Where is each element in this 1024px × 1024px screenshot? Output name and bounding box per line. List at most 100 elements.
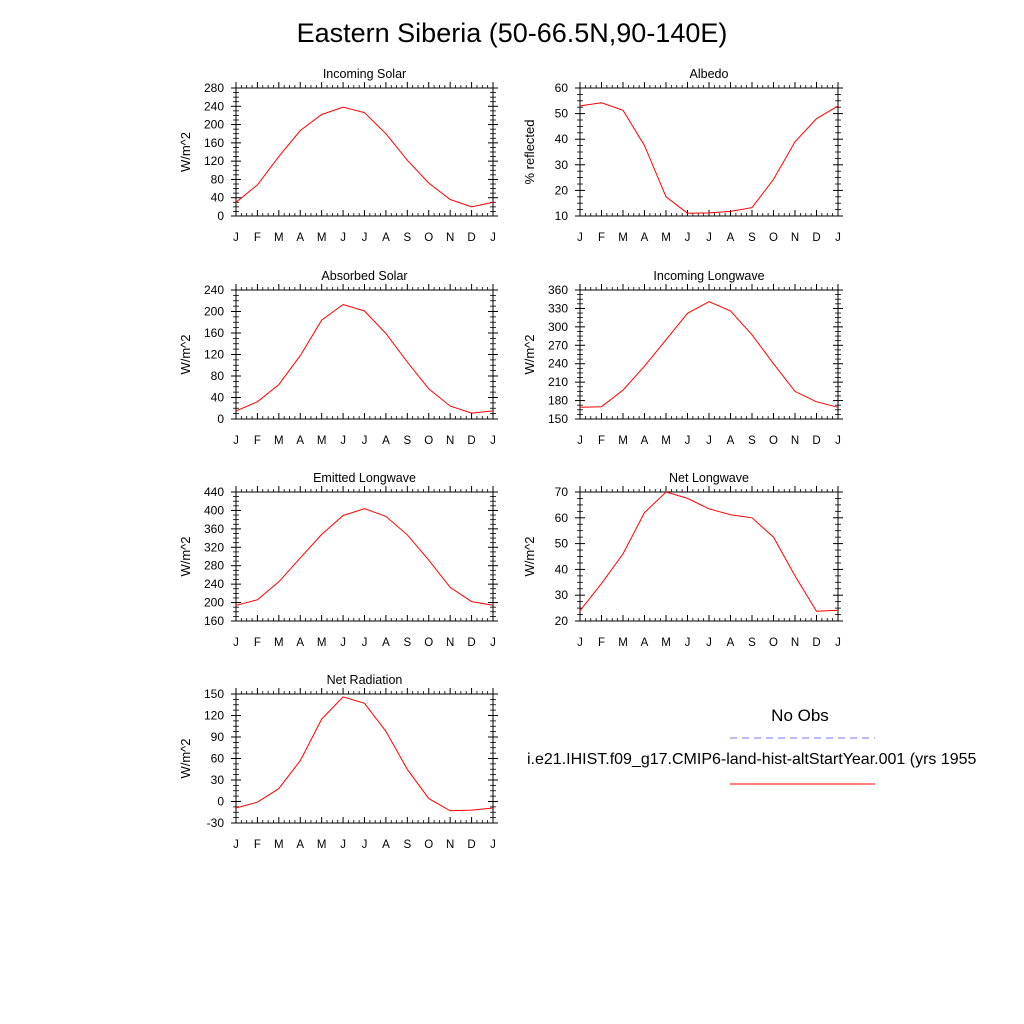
panel-title: Net Radiation — [327, 673, 403, 687]
x-tick-label: A — [727, 232, 735, 244]
x-tick-label: D — [812, 637, 820, 649]
x-tick-label: F — [254, 232, 261, 244]
y-tick-label: 150 — [548, 412, 568, 426]
y-tick-label: 120 — [204, 154, 224, 168]
panel-title: Emitted Longwave — [313, 471, 416, 485]
panel-4: J F M A M J J A S O N D J160200240280320360400440Emi… — [178, 471, 498, 649]
x-tick-label: A — [641, 637, 649, 649]
x-tick-label: J — [233, 637, 239, 649]
x-tick-label: J — [577, 435, 583, 447]
legend-model-label: i.e21.IHIST.f09_g17.CMIP6-land-hist-altS… — [527, 751, 977, 768]
y-tick-label: 200 — [204, 305, 224, 319]
x-tick-label: M — [274, 232, 284, 244]
y-tick-label: 240 — [204, 283, 224, 297]
x-tick-label: N — [446, 232, 454, 244]
x-tick-label: A — [296, 839, 304, 851]
x-tick-label: O — [424, 839, 433, 851]
y-tick-label: 0 — [217, 209, 224, 223]
x-tick-label: F — [254, 435, 261, 447]
y-tick-label: 400 — [204, 503, 224, 517]
x-tick-label: J — [835, 435, 841, 447]
series-line — [235, 696, 494, 812]
y-tick-label: 180 — [548, 394, 568, 408]
x-tick-label: J — [233, 435, 239, 447]
y-tick-label: 80 — [211, 369, 225, 383]
plot-frame — [235, 289, 494, 420]
x-tick-label: O — [424, 435, 433, 447]
y-tick-label: 30 — [555, 588, 569, 602]
y-axis-label: W/m^2 — [522, 536, 537, 576]
x-tick-label: A — [382, 637, 390, 649]
y-tick-label: 70 — [555, 485, 569, 499]
y-tick-label: 360 — [204, 522, 224, 536]
x-tick-label: O — [769, 232, 778, 244]
x-tick-label: D — [467, 435, 475, 447]
panel-title: Incoming Solar — [323, 67, 406, 81]
x-tick-label: M — [661, 435, 671, 447]
y-tick-label: 360 — [548, 283, 568, 297]
y-tick-label: 50 — [555, 107, 569, 121]
y-tick-label: 270 — [548, 338, 568, 352]
x-tick-label: A — [727, 637, 735, 649]
y-tick-label: 30 — [555, 158, 569, 172]
y-tick-label: 40 — [211, 191, 225, 205]
plot-frame — [235, 87, 494, 217]
y-tick-label: 0 — [217, 412, 224, 426]
y-tick-label: 330 — [548, 301, 568, 315]
y-tick-label: -30 — [207, 816, 225, 830]
panel-title: Net Longwave — [669, 471, 749, 485]
y-tick-label: 200 — [204, 118, 224, 132]
x-tick-label: A — [296, 232, 304, 244]
y-tick-label: 60 — [555, 81, 569, 95]
x-tick-label: J — [685, 232, 691, 244]
x-tick-label: J — [577, 637, 583, 649]
x-tick-label: J — [340, 232, 346, 244]
panel-0: J F M A M J J A S O N D J04080120160200240280Incomin… — [178, 67, 498, 244]
y-tick-label: 240 — [204, 577, 224, 591]
x-tick-label: J — [340, 839, 346, 851]
x-tick-label: A — [641, 232, 649, 244]
x-tick-label: J — [362, 637, 368, 649]
y-tick-label: 30 — [211, 773, 225, 787]
y-tick-label: 440 — [204, 485, 224, 499]
x-tick-label: S — [403, 435, 411, 447]
x-tick-label: M — [317, 839, 327, 851]
plot-frame — [579, 87, 839, 217]
y-axis-label: W/m^2 — [178, 536, 193, 576]
x-tick-label: J — [490, 232, 496, 244]
x-tick-label: M — [317, 637, 327, 649]
plot-frame — [235, 693, 494, 824]
series-line — [579, 301, 839, 408]
y-tick-label: 40 — [555, 132, 569, 146]
x-tick-label: J — [490, 839, 496, 851]
x-tick-label: O — [769, 435, 778, 447]
x-tick-label: N — [446, 637, 454, 649]
x-tick-label: M — [618, 232, 628, 244]
x-tick-label: J — [685, 435, 691, 447]
y-tick-label: 40 — [555, 562, 569, 576]
y-tick-label: 60 — [555, 511, 569, 525]
x-tick-label: A — [296, 435, 304, 447]
y-tick-label: 120 — [204, 709, 224, 723]
x-tick-label: A — [382, 435, 390, 447]
panel-title: Absorbed Solar — [321, 269, 407, 283]
x-tick-label: M — [274, 435, 284, 447]
series-line — [235, 303, 494, 414]
x-tick-label: F — [254, 637, 261, 649]
y-tick-label: 60 — [211, 752, 225, 766]
y-axis-label: % reflected — [522, 119, 537, 184]
y-tick-label: 90 — [211, 730, 225, 744]
x-tick-label: J — [490, 435, 496, 447]
y-tick-label: 20 — [555, 614, 569, 628]
x-tick-label: F — [254, 839, 261, 851]
y-tick-label: 320 — [204, 540, 224, 554]
x-tick-label: J — [233, 839, 239, 851]
x-tick-label: J — [362, 435, 368, 447]
x-tick-label: M — [618, 637, 628, 649]
x-tick-label: A — [382, 839, 390, 851]
x-tick-label: M — [274, 839, 284, 851]
